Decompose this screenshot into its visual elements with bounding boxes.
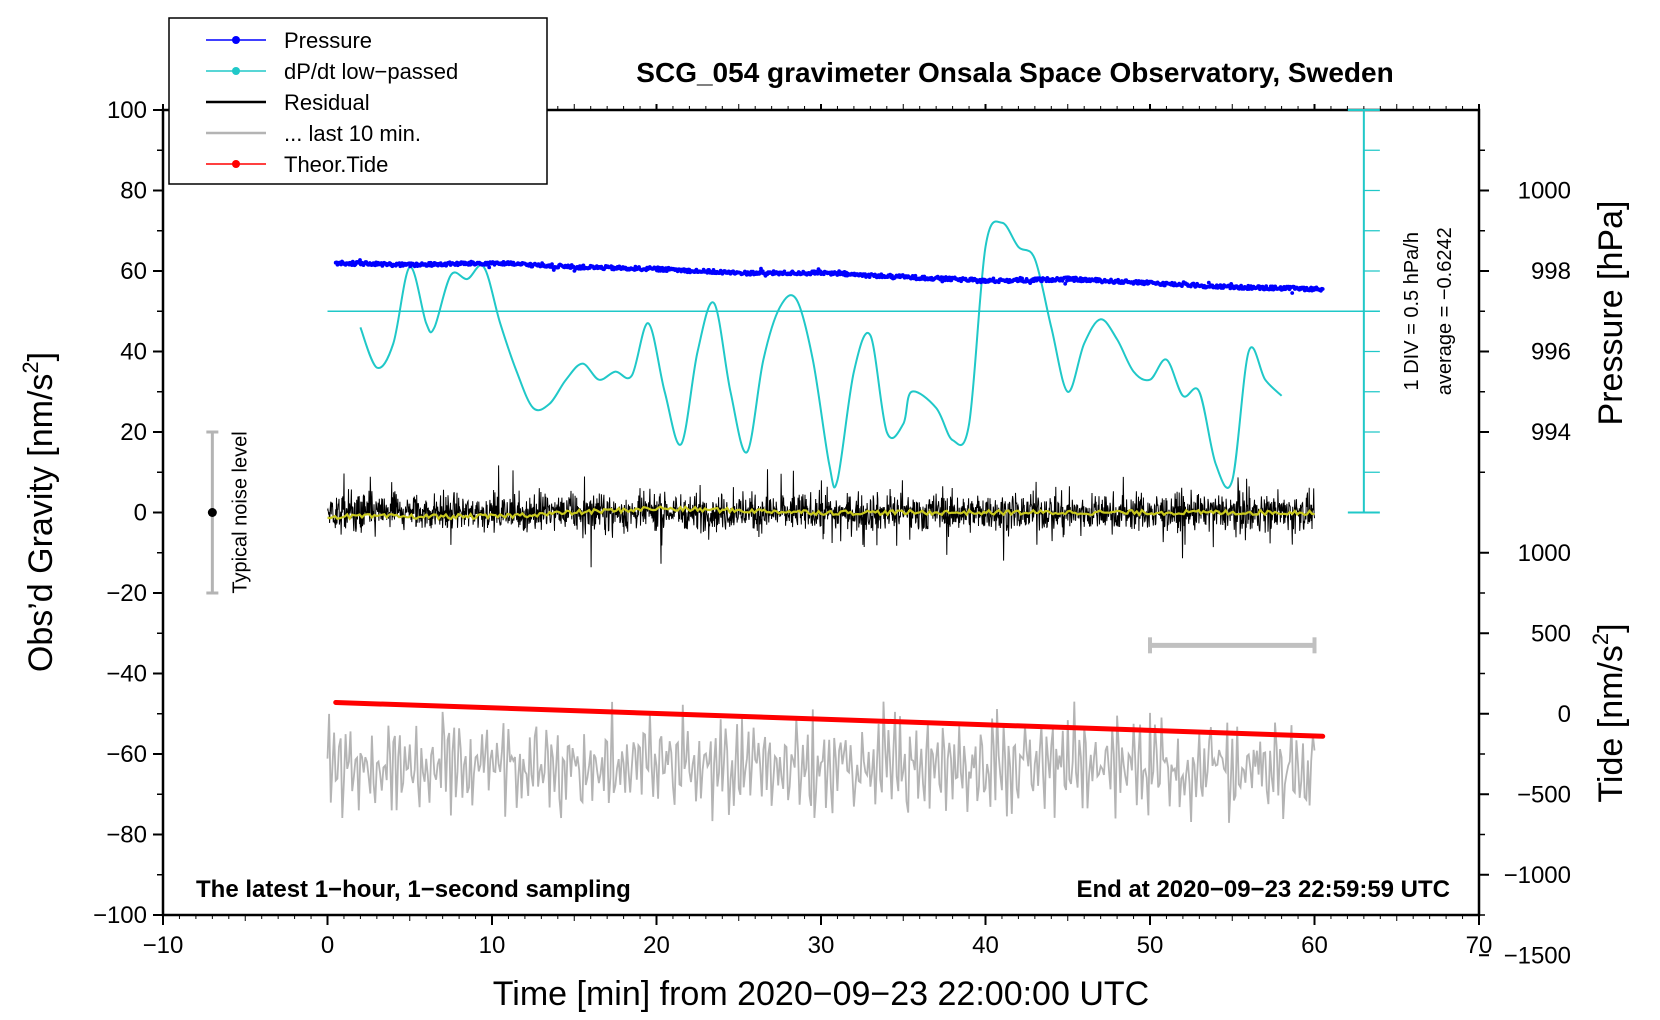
legend-label: Pressure bbox=[284, 28, 372, 53]
dpdt-average-label: average = −0.6242 bbox=[1434, 227, 1456, 395]
residual-smoothed-series bbox=[327, 505, 1315, 521]
x-tick-label: −10 bbox=[143, 932, 184, 959]
y-tick-label: −20 bbox=[106, 580, 147, 607]
y-tick-label: 80 bbox=[120, 178, 147, 205]
legend: Pressure dP/dt low−passed Residual ... last… bbox=[168, 17, 548, 185]
tide-axis-title-tail: ] bbox=[1592, 623, 1630, 632]
y-tick-label: 20 bbox=[120, 419, 147, 446]
pressure-point bbox=[1320, 287, 1325, 291]
y-tick-label: 0 bbox=[134, 500, 147, 527]
chart-title: SCG_054 gravimeter Onsala Space Observat… bbox=[636, 57, 1393, 88]
y-axis-title-left-sup: 2 bbox=[18, 361, 43, 373]
legend-marker bbox=[232, 36, 240, 44]
pressure-point bbox=[350, 259, 355, 264]
pressure-point bbox=[890, 273, 894, 278]
pressure-point bbox=[913, 273, 918, 278]
pressure-point bbox=[1072, 279, 1077, 283]
pressure-point bbox=[1063, 281, 1068, 286]
theor-tide-series bbox=[333, 699, 1326, 739]
series-layer bbox=[326, 220, 1326, 823]
tide-axis-title-text: Tide [nm/s bbox=[1592, 645, 1630, 802]
dpdt-series bbox=[359, 220, 1283, 489]
x-tick-label: 10 bbox=[479, 932, 506, 959]
note-end-time: End at 2020−09−23 22:59:59 UTC bbox=[1076, 876, 1450, 903]
last-10-min-line bbox=[326, 701, 1316, 823]
residual-smoothed-line bbox=[327, 505, 1315, 521]
legend-label: ... last 10 min. bbox=[284, 121, 421, 146]
y-tick-label: 40 bbox=[120, 339, 147, 366]
legend-label: Residual bbox=[284, 90, 370, 115]
pressure-point bbox=[1020, 276, 1024, 281]
y-tick-label: −40 bbox=[106, 661, 147, 688]
dpdt-scale-bar bbox=[327, 109, 1380, 514]
y-tick-label: 100 bbox=[107, 97, 147, 124]
pressure-point bbox=[1264, 284, 1269, 288]
tide-tick-label: −1500 bbox=[1504, 942, 1571, 969]
legend-marker bbox=[232, 160, 240, 168]
pressure-axis-ticks: 994 996 998 1000 bbox=[1479, 149, 1571, 473]
noise-level-label: Typical noise level bbox=[229, 431, 251, 593]
last-10-min-series bbox=[326, 701, 1316, 823]
pressure-tick-label: 994 bbox=[1531, 419, 1571, 446]
y-axis-title-left-tail: ] bbox=[22, 352, 60, 361]
tide-tick-label: 500 bbox=[1531, 620, 1571, 647]
tide-axis-title-sup: 2 bbox=[1588, 633, 1613, 645]
dpdt-div-label: 1 DIV = 0.5 hPa/h bbox=[1401, 232, 1423, 390]
pressure-tick-label: 1000 bbox=[1518, 178, 1571, 205]
x-tick-label: 30 bbox=[808, 932, 835, 959]
x-tick-label: 60 bbox=[1301, 932, 1328, 959]
pressure-tick-label: 998 bbox=[1531, 258, 1571, 285]
y-axis-title-left: Obs’d Gravity [nm/s2] bbox=[18, 352, 60, 672]
noise-center-dot bbox=[207, 508, 217, 517]
last-10-min-bar bbox=[1148, 637, 1317, 654]
pressure-series bbox=[333, 258, 1325, 295]
dpdt-line bbox=[359, 220, 1283, 489]
x-axis-title: Time [min] from 2020−09−23 22:00:00 UTC bbox=[493, 975, 1149, 1013]
pressure-point bbox=[1290, 291, 1295, 295]
tide-tick-label: 0 bbox=[1558, 701, 1571, 728]
pressure-point bbox=[487, 265, 492, 270]
y-tick-label: 60 bbox=[120, 258, 147, 285]
pressure-point bbox=[947, 275, 952, 280]
pressure-tick-label: 996 bbox=[1531, 339, 1571, 366]
tide-tick-label: −1000 bbox=[1504, 862, 1571, 889]
legend-marker bbox=[232, 67, 240, 75]
legend-label: Theor.Tide bbox=[284, 152, 388, 177]
pressure-axis-title: Pressure [hPa] bbox=[1592, 201, 1630, 426]
y-tick-label: −80 bbox=[106, 822, 147, 849]
y-tick-label: −60 bbox=[106, 741, 147, 768]
tide-axis-title: Tide [nm/s2] bbox=[1588, 623, 1630, 802]
x-tick-label: 0 bbox=[321, 932, 334, 959]
tide-tick-label: −500 bbox=[1517, 781, 1571, 808]
x-tick-label: 40 bbox=[972, 932, 999, 959]
y-axis-title-left-text: Obs’d Gravity [nm/s bbox=[22, 374, 60, 673]
y-axis-ticks: −100 −80 −60 −40 −20 0 20 40 60 80 100 bbox=[93, 97, 163, 929]
x-tick-label: 20 bbox=[643, 932, 670, 959]
x-tick-label: 50 bbox=[1137, 932, 1164, 959]
y-tick-label: −100 bbox=[93, 902, 147, 929]
tide-axis-ticks: −1500 −1000 −500 0 500 1000 bbox=[1479, 540, 1571, 969]
tide-tick-label: 1000 bbox=[1518, 540, 1571, 567]
note-sampling: The latest 1−hour, 1−second sampling bbox=[196, 876, 631, 903]
legend-label: dP/dt low−passed bbox=[284, 59, 458, 84]
pressure-point bbox=[991, 276, 996, 281]
pressure-point bbox=[550, 262, 554, 267]
noise-level-bar bbox=[206, 430, 219, 595]
theor-tide-line bbox=[333, 699, 1326, 739]
